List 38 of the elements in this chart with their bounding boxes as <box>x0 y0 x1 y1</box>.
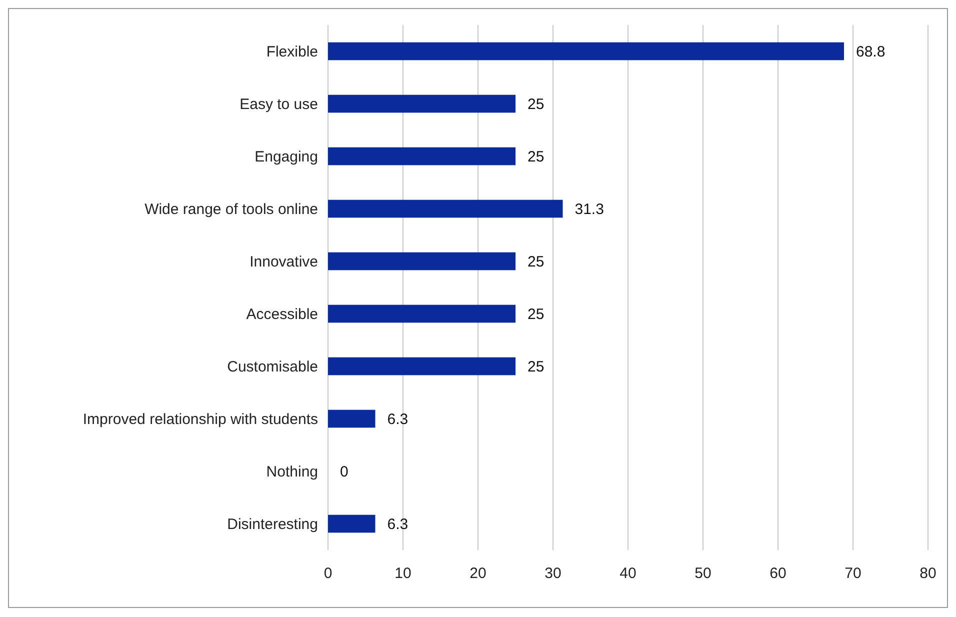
y-tick-label: Wide range of tools online <box>144 201 318 218</box>
y-tick-label: Customisable <box>227 358 318 376</box>
bar <box>328 147 516 166</box>
data-label: 68.8 <box>856 44 886 60</box>
data-label: 6.3 <box>387 516 408 533</box>
data-label: 6.3 <box>387 411 408 428</box>
x-tick-label: 60 <box>770 565 786 582</box>
data-label: 25 <box>528 96 544 113</box>
y-tick-label: Easy to use <box>240 96 318 113</box>
y-tick-label: Improved relationship with students <box>82 411 318 428</box>
x-tick-label: 70 <box>844 565 862 582</box>
y-tick-label: Innovative <box>250 254 318 270</box>
y-tick-label: Nothing <box>266 464 318 480</box>
bar <box>328 357 516 376</box>
bar <box>328 252 516 270</box>
x-tick-label: 80 <box>920 565 936 582</box>
bar <box>328 94 516 113</box>
y-tick-label: Flexible <box>266 44 318 60</box>
x-tick-label: 30 <box>544 565 562 582</box>
x-tick-label: 50 <box>694 565 712 582</box>
data-label: 0 <box>340 464 348 480</box>
bar <box>328 42 844 60</box>
bar <box>328 514 376 533</box>
data-label: 25 <box>528 306 544 323</box>
y-tick-label: Accessible <box>246 306 318 323</box>
x-tick-label: 10 <box>394 565 412 582</box>
data-label: 25 <box>528 358 544 376</box>
x-tick-label: 0 <box>324 565 332 582</box>
bar <box>328 410 376 428</box>
bar <box>328 304 516 323</box>
x-tick-label: 20 <box>470 565 486 582</box>
x-tick-label: 40 <box>620 565 636 582</box>
bar <box>328 200 563 218</box>
data-label: 25 <box>528 148 544 166</box>
y-tick-label: Disinteresting <box>227 516 318 533</box>
data-label: 25 <box>528 254 544 270</box>
data-label: 31.3 <box>574 201 604 218</box>
y-tick-label: Engaging <box>254 148 318 166</box>
